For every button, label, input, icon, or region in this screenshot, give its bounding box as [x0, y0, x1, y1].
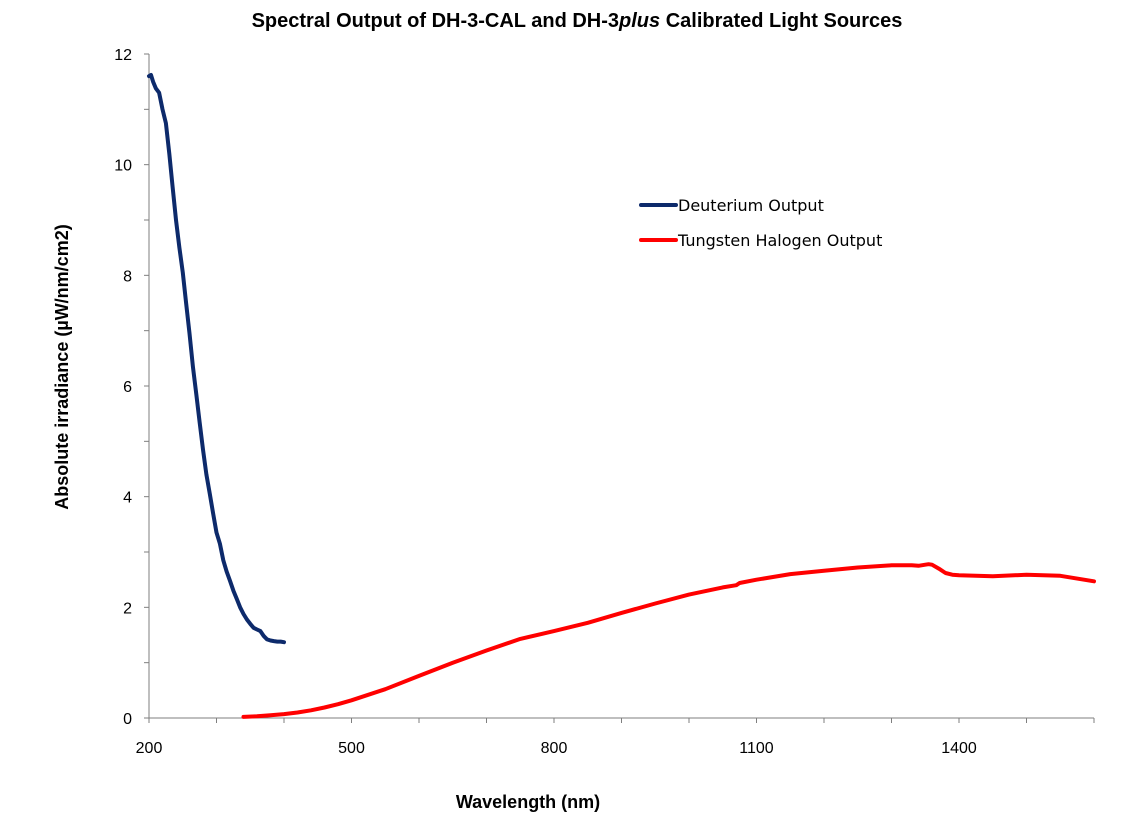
y-tick-label: 0: [123, 711, 132, 728]
series-line-deuterium-output: [147, 73, 286, 645]
chart-title-suffix: Calibrated Light Sources: [660, 10, 902, 32]
x-tick-label: 200: [136, 740, 163, 757]
x-axis-label: Wavelength (nm): [456, 792, 600, 812]
y-axis-label: Absolute irradiance (µW/nm/cm2): [52, 224, 72, 509]
chart-title-prefix: Spectral Output of DH-3-CAL and DH-3: [252, 10, 619, 32]
chart-title: Spectral Output of DH-3-CAL and DH-3plus…: [252, 10, 903, 32]
y-tick-label: 10: [114, 158, 132, 175]
axes: [148, 54, 1094, 719]
x-tick-label: 1400: [941, 740, 977, 757]
x-tick-label: 500: [338, 740, 365, 757]
y-tick-label: 12: [114, 47, 132, 64]
series-layer: [147, 73, 1096, 719]
x-tick-label: 1100: [739, 740, 774, 757]
y-tick-label: 8: [123, 268, 132, 285]
y-tick-label: 6: [123, 379, 132, 396]
x-tick-label: 800: [541, 740, 568, 757]
chart-title-italic: plus: [618, 10, 660, 32]
legend-label: Tungsten Halogen Output: [677, 231, 882, 250]
y-axis-ticks: 0 2 4 6 8 10 12: [114, 47, 149, 728]
series-line-tungsten-halogen-output: [241, 562, 1096, 719]
x-axis-ticks: 200 500 800 1100 1400: [136, 718, 1095, 757]
legend: Deuterium Output Tungsten Halogen Output: [639, 196, 882, 250]
y-tick-label: 2: [123, 600, 132, 617]
y-tick-label: 4: [123, 490, 132, 507]
legend-label: Deuterium Output: [678, 196, 824, 215]
